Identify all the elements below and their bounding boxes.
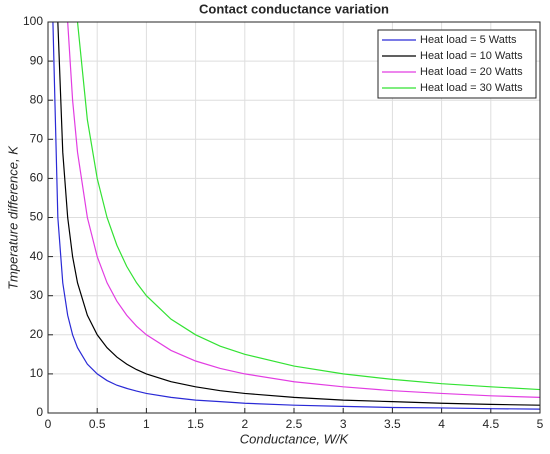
x-tick-label: 4 (438, 417, 445, 431)
y-tick-label: 0 (36, 405, 43, 419)
x-tick-label: 4.5 (482, 417, 499, 431)
series-line (67, 22, 540, 398)
legend-label: Heat load = 20 Watts (420, 66, 523, 78)
x-axis-label: Conductance, W/K (240, 431, 350, 446)
y-axis-label: Tmperature difference, K (5, 145, 20, 290)
y-tick-label: 60 (30, 171, 44, 185)
x-tick-label: 0 (45, 417, 52, 431)
series-line (57, 22, 540, 406)
legend-label: Heat load = 5 Watts (420, 34, 517, 46)
y-tick-label: 30 (30, 288, 44, 302)
x-tick-label: 2.5 (286, 417, 303, 431)
x-tick-label: 5 (537, 417, 544, 431)
x-tick-label: 1 (143, 417, 150, 431)
y-tick-label: 90 (30, 53, 44, 67)
x-tick-label: 3.5 (384, 417, 401, 431)
y-tick-label: 50 (30, 210, 44, 224)
plot-lines (52, 22, 540, 410)
x-tick-label: 1.5 (187, 417, 204, 431)
x-tick-label: 2 (241, 417, 248, 431)
y-tick-label: 20 (30, 327, 44, 341)
y-tick-label: 70 (30, 131, 44, 145)
plot-frame (47, 21, 541, 414)
chart-title: Contact conductance variation (199, 1, 389, 16)
legend-label: Heat load = 10 Watts (420, 50, 523, 62)
series-line (76, 22, 540, 391)
y-tick-label: 100 (23, 14, 43, 28)
y-tick-label: 80 (30, 92, 44, 106)
x-tick-label: 0.5 (89, 417, 106, 431)
x-tick-label: 3 (340, 417, 347, 431)
y-tick-label: 10 (30, 366, 44, 380)
legend-label: Heat load = 30 Watts (420, 82, 523, 94)
y-tick-label: 40 (30, 249, 44, 263)
series-line (52, 22, 540, 410)
legend-box (377, 29, 537, 99)
